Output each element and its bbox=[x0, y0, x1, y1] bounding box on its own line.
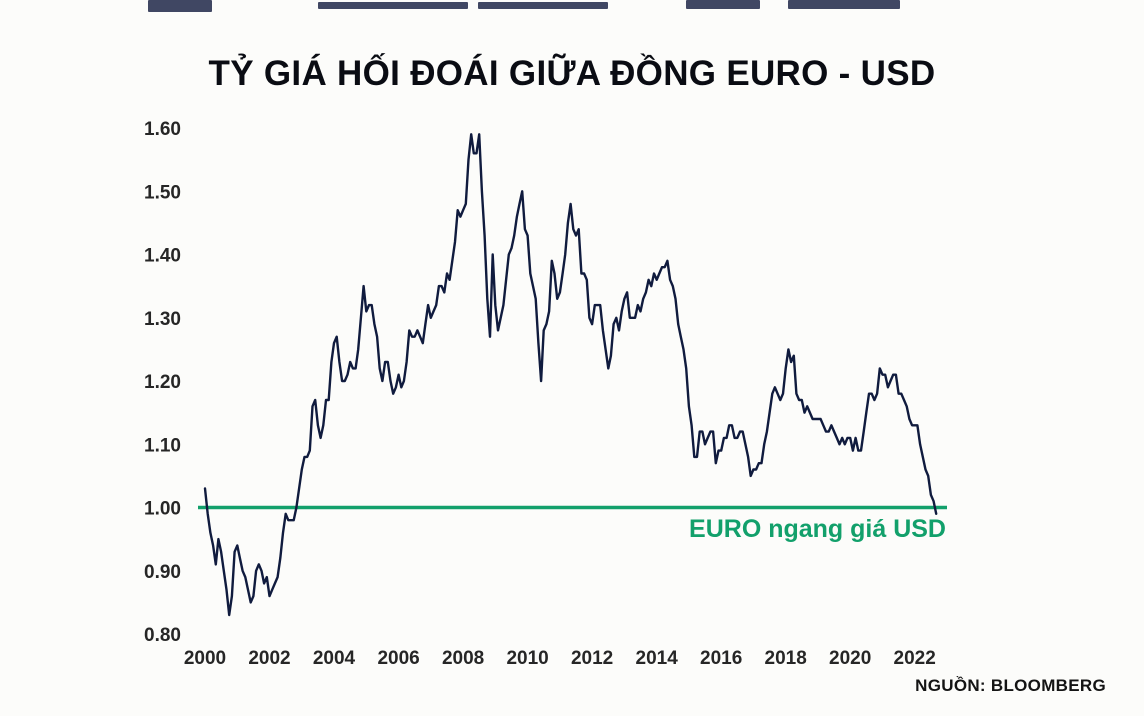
x-tick-label: 2008 bbox=[442, 648, 484, 669]
video-crop-artifact bbox=[318, 2, 468, 9]
x-tick-label: 2010 bbox=[506, 648, 548, 669]
eur-usd-line bbox=[203, 133, 938, 617]
chart-title: TỶ GIÁ HỐI ĐOÁI GIỮA ĐỒNG EURO - USD bbox=[208, 54, 936, 93]
y-tick-label: 1.60 bbox=[144, 119, 181, 140]
y-tick-label: 1.50 bbox=[144, 182, 181, 203]
x-tick-label: 2000 bbox=[184, 648, 226, 669]
y-tick-label: 1.30 bbox=[144, 309, 181, 330]
y-tick-label: 0.90 bbox=[144, 562, 181, 583]
y-tick-label: 1.00 bbox=[144, 499, 181, 520]
video-crop-artifact bbox=[686, 0, 760, 9]
x-tick-label: 2020 bbox=[829, 648, 871, 669]
video-crop-artifact bbox=[478, 2, 608, 9]
video-crop-artifact bbox=[788, 0, 900, 9]
y-tick-label: 1.40 bbox=[144, 246, 181, 267]
video-crop-artifact bbox=[148, 0, 212, 12]
x-tick-label: 2012 bbox=[571, 648, 613, 669]
x-tick-label: 2018 bbox=[765, 648, 807, 669]
parity-annotation-label: EURO ngang giá USD bbox=[689, 515, 946, 543]
y-tick-label: 1.10 bbox=[144, 435, 181, 456]
x-tick-label: 2002 bbox=[248, 648, 290, 669]
x-tick-label: 2014 bbox=[636, 648, 679, 669]
y-tick-label: 0.80 bbox=[144, 625, 181, 646]
x-tick-label: 2006 bbox=[377, 648, 419, 669]
source-credit: NGUỒN: BLOOMBERG bbox=[915, 676, 1106, 695]
x-tick-label: 2016 bbox=[700, 648, 742, 669]
y-tick-label: 1.20 bbox=[144, 372, 181, 393]
x-tick-label: 2022 bbox=[894, 648, 936, 669]
x-tick-label: 2004 bbox=[313, 648, 356, 669]
